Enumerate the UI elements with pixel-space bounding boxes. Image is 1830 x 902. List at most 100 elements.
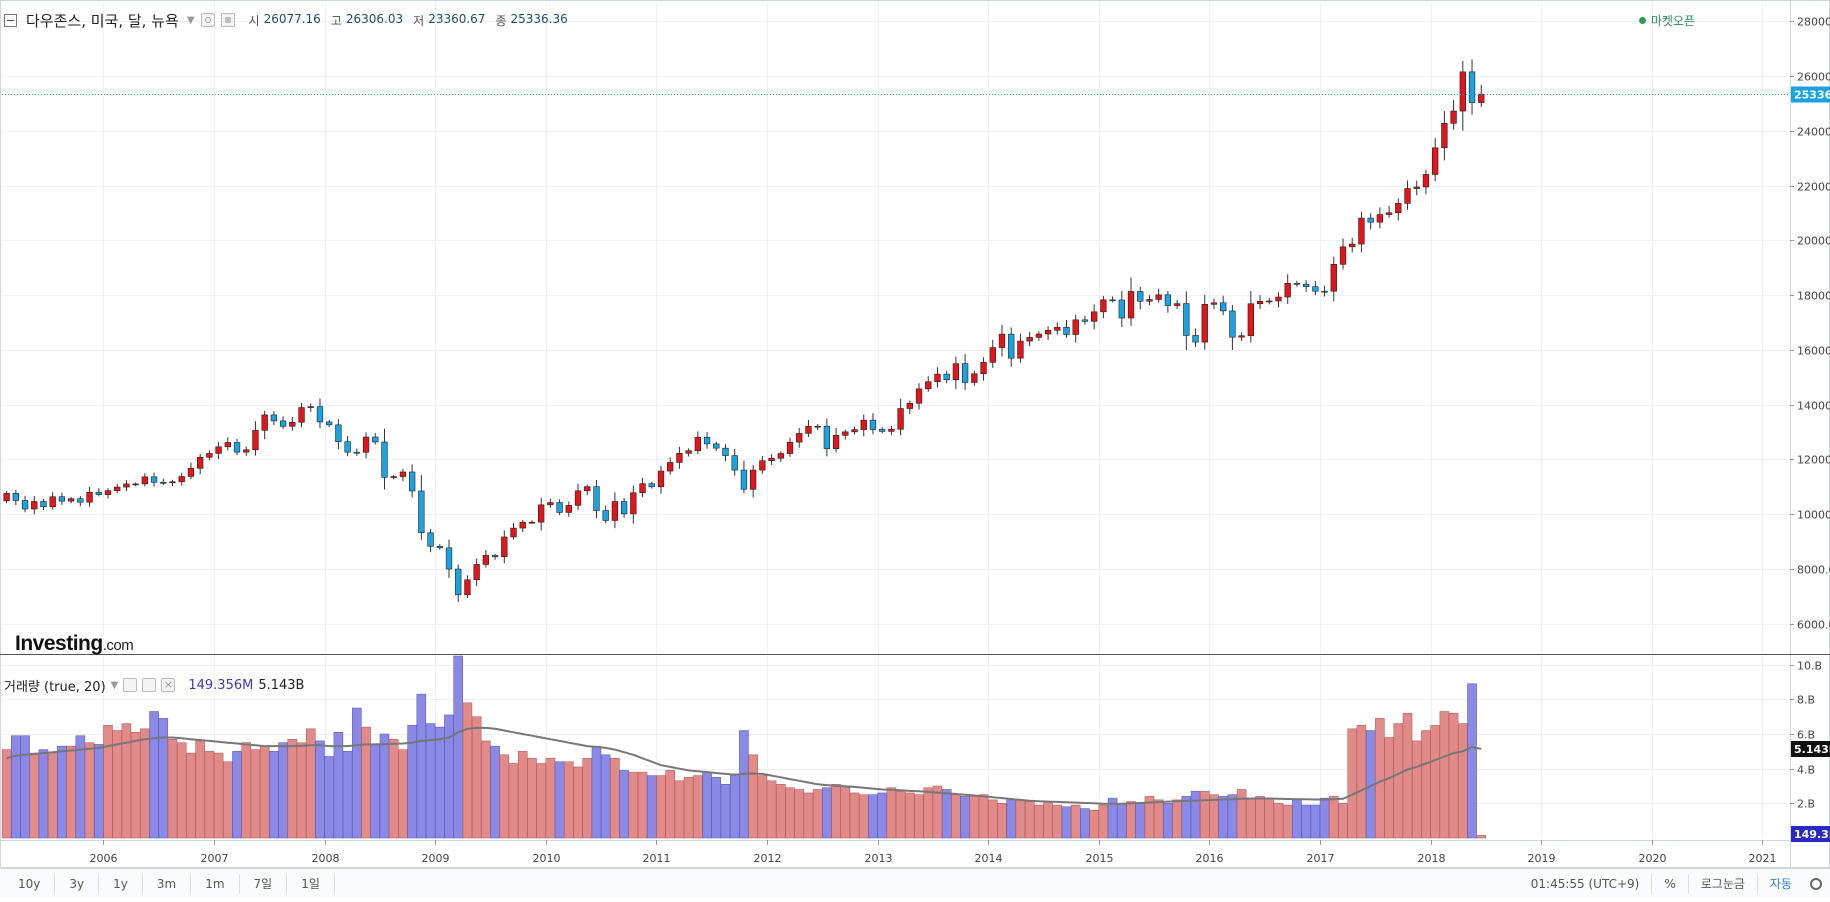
candle <box>1294 281 1300 287</box>
volume-bar-up <box>1090 810 1099 838</box>
candle <box>1377 207 1383 228</box>
volume-bar-down <box>454 656 463 838</box>
candle-body-up <box>1276 297 1282 301</box>
candle <box>1018 334 1024 363</box>
volume-last-badge-label: 149.35 <box>1794 828 1830 841</box>
candle-body-up <box>520 522 526 528</box>
candle-body-down <box>1193 335 1199 342</box>
volume-bar-down <box>491 746 500 838</box>
collapse-icon[interactable] <box>4 14 17 27</box>
candle-body-up <box>68 499 74 501</box>
candle-body-up <box>548 503 554 505</box>
volume-bar-up <box>122 724 131 838</box>
candle-body-up <box>575 491 581 506</box>
volume-bar-up <box>223 762 232 838</box>
gear-icon[interactable] <box>1810 878 1822 890</box>
candle <box>1312 281 1318 295</box>
volume-bar-up <box>251 750 260 838</box>
candle <box>1469 59 1475 114</box>
candle <box>1405 180 1411 209</box>
candle <box>170 480 176 486</box>
auto-scale-toggle[interactable]: 자동 <box>1757 874 1804 894</box>
price-tick-label: 22000.0 <box>1797 181 1830 194</box>
candle <box>262 411 268 439</box>
range-button-1d[interactable]: 1일 <box>287 874 335 894</box>
chevron-down-icon[interactable]: ▼ <box>187 15 195 26</box>
candle <box>658 466 664 494</box>
price-tick-label: 6000.0 <box>1797 619 1830 632</box>
candle <box>372 433 378 444</box>
candle <box>962 354 968 390</box>
volume-bar-up <box>1173 800 1182 838</box>
volume-bar-down <box>1320 798 1329 838</box>
log-scale-toggle[interactable]: 로그눈금 <box>1688 874 1757 894</box>
candle <box>1137 287 1143 309</box>
chevron-down-icon[interactable]: ▼ <box>111 680 119 691</box>
clock-display: 01:45:55 (UTC+9) <box>1519 877 1652 891</box>
candle <box>133 482 139 486</box>
chart-border <box>1 1 1830 868</box>
percent-toggle[interactable]: % <box>1651 874 1687 894</box>
price-tick-label: 28000. <box>1797 16 1830 29</box>
candle <box>1276 292 1282 307</box>
volume-bar-up <box>1329 796 1338 838</box>
volume-bar-up <box>997 803 1006 838</box>
candle-body-up <box>796 433 802 442</box>
volume-bar-up <box>905 793 914 838</box>
candle <box>1220 296 1226 316</box>
candle-body-up <box>1174 304 1180 306</box>
volume-bar-down <box>1219 796 1228 838</box>
candle-body-down <box>1322 291 1328 292</box>
candle <box>50 492 56 509</box>
volume-bar-up <box>1375 718 1384 838</box>
volume-bar-up <box>1127 802 1136 838</box>
range-button-3y[interactable]: 3y <box>55 874 99 894</box>
candle-body-up <box>1239 336 1245 337</box>
candle-body-down <box>354 452 360 453</box>
candle-body-down <box>271 415 277 421</box>
year-tick-label: 2018 <box>1418 852 1446 865</box>
candle <box>418 475 424 540</box>
candle-body-up <box>262 415 268 430</box>
candle <box>1202 295 1208 350</box>
settings-icon[interactable] <box>142 678 156 692</box>
candle-body-up <box>925 382 931 389</box>
volume-bar-down <box>1302 805 1311 838</box>
candle-body-down <box>1303 284 1309 287</box>
volume-bar-up <box>177 743 186 838</box>
range-button-1y[interactable]: 1y <box>99 874 143 894</box>
close-icon[interactable]: × <box>161 678 175 692</box>
candle <box>1239 332 1245 341</box>
candle-body-up <box>981 362 987 373</box>
volume-tick-label: 6.B <box>1797 729 1815 742</box>
eye-icon[interactable] <box>123 678 137 692</box>
eye-icon[interactable] <box>201 13 215 27</box>
candle <box>124 480 130 491</box>
candle-body-up <box>1211 303 1217 305</box>
volume-bar-up <box>481 741 490 838</box>
candle-body-down <box>446 548 452 569</box>
range-button-7d[interactable]: 7일 <box>240 874 288 894</box>
candle-body-up <box>760 461 766 470</box>
range-button-10y[interactable]: 10y <box>0 874 55 894</box>
price-tick-label: 8000.0 <box>1797 564 1830 577</box>
volume-tick-label: 4.B <box>1797 764 1815 777</box>
candle <box>1423 170 1429 195</box>
settings-icon[interactable] <box>221 13 235 27</box>
volume-bar-up <box>67 746 76 838</box>
candle <box>815 424 821 430</box>
candle <box>391 475 397 479</box>
candle-body-down <box>372 437 378 442</box>
candle <box>1045 326 1051 340</box>
candle <box>741 461 747 494</box>
volume-bar-down <box>1292 800 1301 838</box>
range-button-1m[interactable]: 1m <box>191 874 239 894</box>
market-status: 마켓오픈 <box>1639 12 1695 29</box>
candle <box>289 417 295 431</box>
candle-body-up <box>225 442 231 446</box>
candle-body-down <box>151 477 157 482</box>
range-button-3m[interactable]: 3m <box>143 874 191 894</box>
candle-body-up <box>787 442 793 453</box>
